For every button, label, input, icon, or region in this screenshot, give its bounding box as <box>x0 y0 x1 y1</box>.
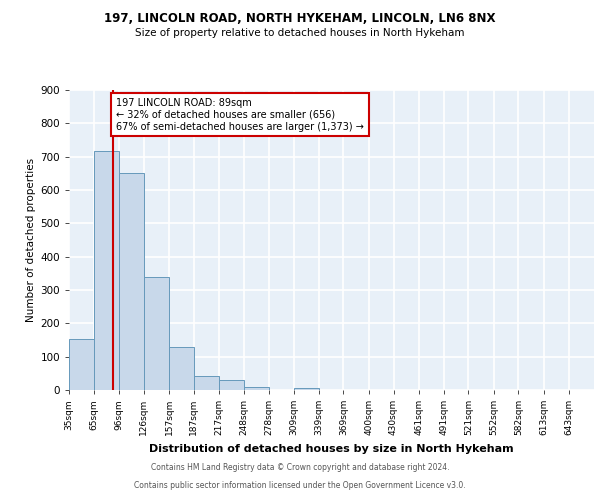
X-axis label: Distribution of detached houses by size in North Hykeham: Distribution of detached houses by size … <box>149 444 514 454</box>
Text: 197, LINCOLN ROAD, NORTH HYKEHAM, LINCOLN, LN6 8NX: 197, LINCOLN ROAD, NORTH HYKEHAM, LINCOL… <box>104 12 496 26</box>
Bar <box>244 386 269 390</box>
Bar <box>169 346 194 390</box>
Text: 197 LINCOLN ROAD: 89sqm
← 32% of detached houses are smaller (656)
67% of semi-d: 197 LINCOLN ROAD: 89sqm ← 32% of detache… <box>116 98 364 132</box>
Bar <box>94 152 119 390</box>
Bar <box>119 174 144 390</box>
Y-axis label: Number of detached properties: Number of detached properties <box>26 158 36 322</box>
Bar <box>144 276 169 390</box>
Bar <box>294 388 319 390</box>
Bar <box>194 376 218 390</box>
Bar <box>218 380 244 390</box>
Text: Size of property relative to detached houses in North Hykeham: Size of property relative to detached ho… <box>135 28 465 38</box>
Bar <box>69 340 94 390</box>
Text: Contains HM Land Registry data © Crown copyright and database right 2024.: Contains HM Land Registry data © Crown c… <box>151 464 449 472</box>
Text: Contains public sector information licensed under the Open Government Licence v3: Contains public sector information licen… <box>134 481 466 490</box>
